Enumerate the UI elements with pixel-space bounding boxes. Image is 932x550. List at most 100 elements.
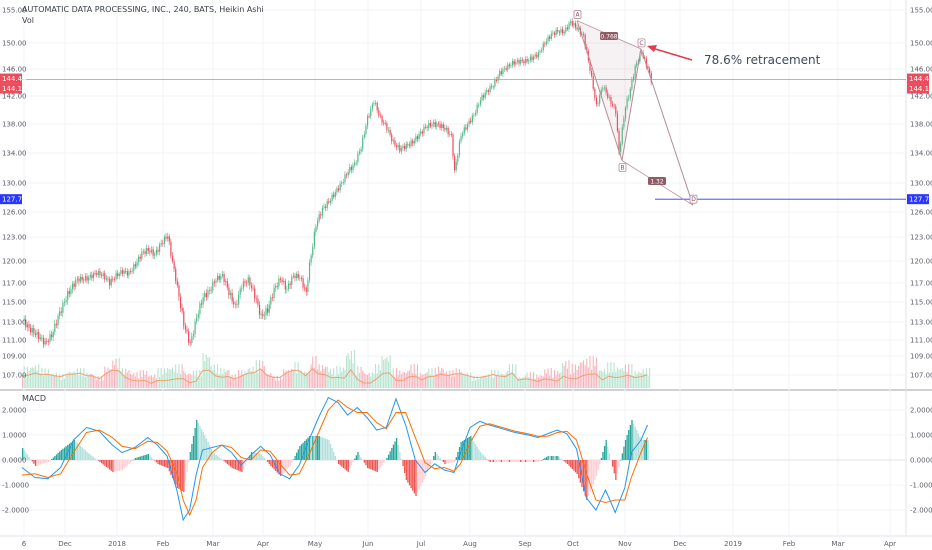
- candle-body: [321, 207, 324, 216]
- right-price-tick: 126.00: [910, 209, 932, 217]
- macd-histogram-bar: [183, 460, 185, 492]
- candle-body: [118, 274, 120, 277]
- macd-histogram-bar: [204, 435, 206, 460]
- last-price-tag: 144.44: [909, 75, 932, 83]
- target-price-tag: 127.77: [909, 196, 932, 204]
- candle-body: [191, 336, 193, 343]
- volume-bar: [513, 373, 515, 388]
- candle-body: [574, 23, 577, 28]
- macd-histogram-bar: [595, 460, 598, 476]
- candle-body: [54, 323, 56, 332]
- macd-histogram-bar: [113, 460, 116, 472]
- right-price-tick: 138.00: [910, 121, 932, 129]
- macd-histogram-bar: [42, 460, 45, 464]
- macd-histogram-bar: [415, 460, 417, 496]
- candle-body: [65, 300, 67, 303]
- left-price-tick: 113.00: [2, 319, 27, 327]
- volume-bar: [159, 376, 161, 388]
- candle-body: [415, 136, 417, 142]
- volume-bar: [365, 373, 367, 388]
- candle-body: [152, 249, 154, 256]
- macd-histogram-bar: [512, 460, 514, 462]
- macd-histogram-bar: [433, 456, 435, 460]
- volume-bar: [62, 374, 64, 388]
- macd-histogram-bar: [626, 435, 628, 460]
- volume-bar: [524, 375, 527, 388]
- candle-body: [547, 36, 549, 42]
- volume-bar: [283, 369, 285, 388]
- candle-body: [200, 303, 203, 305]
- volume-bar: [157, 368, 159, 388]
- prev-price-tag-left: 144.15: [2, 85, 27, 93]
- volume-bar: [231, 374, 233, 388]
- macd-histogram-bar: [384, 460, 386, 461]
- macd-histogram-bar: [541, 460, 543, 461]
- volume-bar: [542, 376, 544, 388]
- x-tick-label: Jun: [362, 540, 374, 548]
- volume-bar: [271, 376, 273, 388]
- macd-histogram-bar: [296, 452, 298, 460]
- volume-bar: [378, 364, 380, 388]
- macd-histogram-bar: [603, 446, 606, 460]
- candle-body: [165, 236, 167, 239]
- candle-body: [196, 317, 198, 322]
- candle-body: [125, 270, 127, 272]
- macd-histogram-bar: [123, 460, 125, 469]
- macd-histogram-bar: [33, 460, 35, 464]
- macd-histogram-bar: [526, 460, 528, 462]
- volume-bar: [437, 366, 439, 388]
- volume-bar: [42, 376, 45, 388]
- candle-body: [502, 69, 504, 75]
- candle-body: [626, 98, 628, 108]
- volume-bar: [268, 374, 270, 388]
- right-macd-tick: 1.0000: [910, 432, 932, 440]
- x-tick-label: Apr: [884, 540, 896, 548]
- candle-body: [362, 137, 364, 150]
- volume-bar: [247, 369, 249, 388]
- macd-histogram-bar: [175, 460, 177, 485]
- candle-body: [589, 60, 591, 71]
- candle-body: [128, 271, 130, 276]
- macd-histogram-bar: [491, 460, 493, 462]
- macd-histogram-bar: [582, 460, 585, 492]
- macd-histogram-bar: [402, 460, 404, 466]
- macd-histogram-bar: [623, 446, 625, 460]
- candle-body: [450, 134, 452, 136]
- macd-histogram-bar: [442, 460, 445, 462]
- volume-bar: [457, 374, 459, 388]
- macd-histogram-bar: [591, 460, 593, 488]
- candle-body: [67, 291, 69, 301]
- candle-body: [621, 127, 623, 144]
- candle-body: [550, 33, 552, 39]
- volume-bar: [221, 374, 223, 388]
- volume-bar: [528, 377, 530, 388]
- candle-body: [479, 100, 482, 105]
- macd-histogram-bar: [191, 444, 193, 460]
- volume-bar: [215, 372, 217, 388]
- macd-histogram-bar: [320, 436, 322, 460]
- candle-body: [513, 60, 515, 65]
- candle-body: [494, 79, 496, 87]
- candle-body: [563, 31, 565, 34]
- candle-body: [179, 296, 182, 308]
- volume-bar: [611, 371, 614, 388]
- candle-body: [565, 27, 567, 32]
- macd-histogram-bar: [379, 460, 382, 468]
- candle-body: [268, 304, 270, 313]
- macd-histogram-bar: [287, 460, 290, 468]
- macd-histogram-bar: [225, 460, 227, 463]
- candle-body: [229, 292, 232, 296]
- candle-body: [299, 277, 301, 279]
- volume-bar: [541, 375, 543, 388]
- candle-body: [283, 280, 285, 283]
- volume-bar: [104, 366, 106, 388]
- candle-body: [331, 194, 333, 201]
- macd-histogram-bar: [181, 460, 183, 491]
- candle-body: [397, 145, 399, 148]
- volume-bar: [455, 368, 457, 388]
- left-macd-tick: -2.0000: [2, 507, 29, 515]
- volume-bar: [123, 374, 125, 388]
- macd-histogram-bar: [479, 452, 482, 460]
- candle-body: [597, 103, 599, 105]
- macd-histogram-bar: [308, 436, 311, 460]
